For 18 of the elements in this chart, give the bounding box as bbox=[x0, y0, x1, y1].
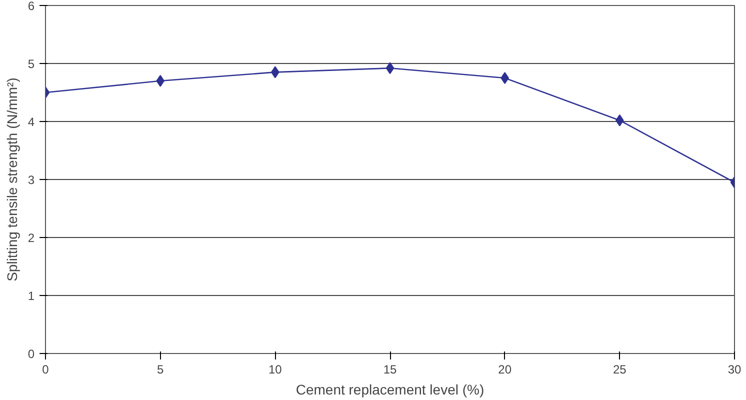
y-tick-label: 0 bbox=[28, 347, 35, 361]
x-tick-label: 20 bbox=[498, 362, 512, 376]
x-tick-label: 5 bbox=[156, 362, 164, 376]
x-tick-label: 10 bbox=[268, 362, 282, 376]
x-tick-label: 30 bbox=[728, 362, 742, 376]
y-tick-label: 4 bbox=[28, 115, 35, 129]
y-tick-label: 5 bbox=[28, 57, 35, 71]
x-tick-label: 0 bbox=[42, 362, 50, 376]
x-tick-label: 15 bbox=[383, 362, 397, 376]
y-tick-label: 6 bbox=[28, 0, 35, 13]
y-tick-label: 1 bbox=[28, 289, 35, 303]
x-tick-label: 25 bbox=[612, 362, 627, 376]
point bbox=[386, 62, 394, 74]
y-axis-title: Splitting tensile strength (N/mm²) bbox=[4, 78, 20, 282]
x-axis-title: Cement replacement level (%) bbox=[296, 382, 484, 398]
y-tick-label: 3 bbox=[28, 173, 35, 187]
point bbox=[500, 72, 509, 84]
y-tick-label: 2 bbox=[28, 231, 35, 245]
